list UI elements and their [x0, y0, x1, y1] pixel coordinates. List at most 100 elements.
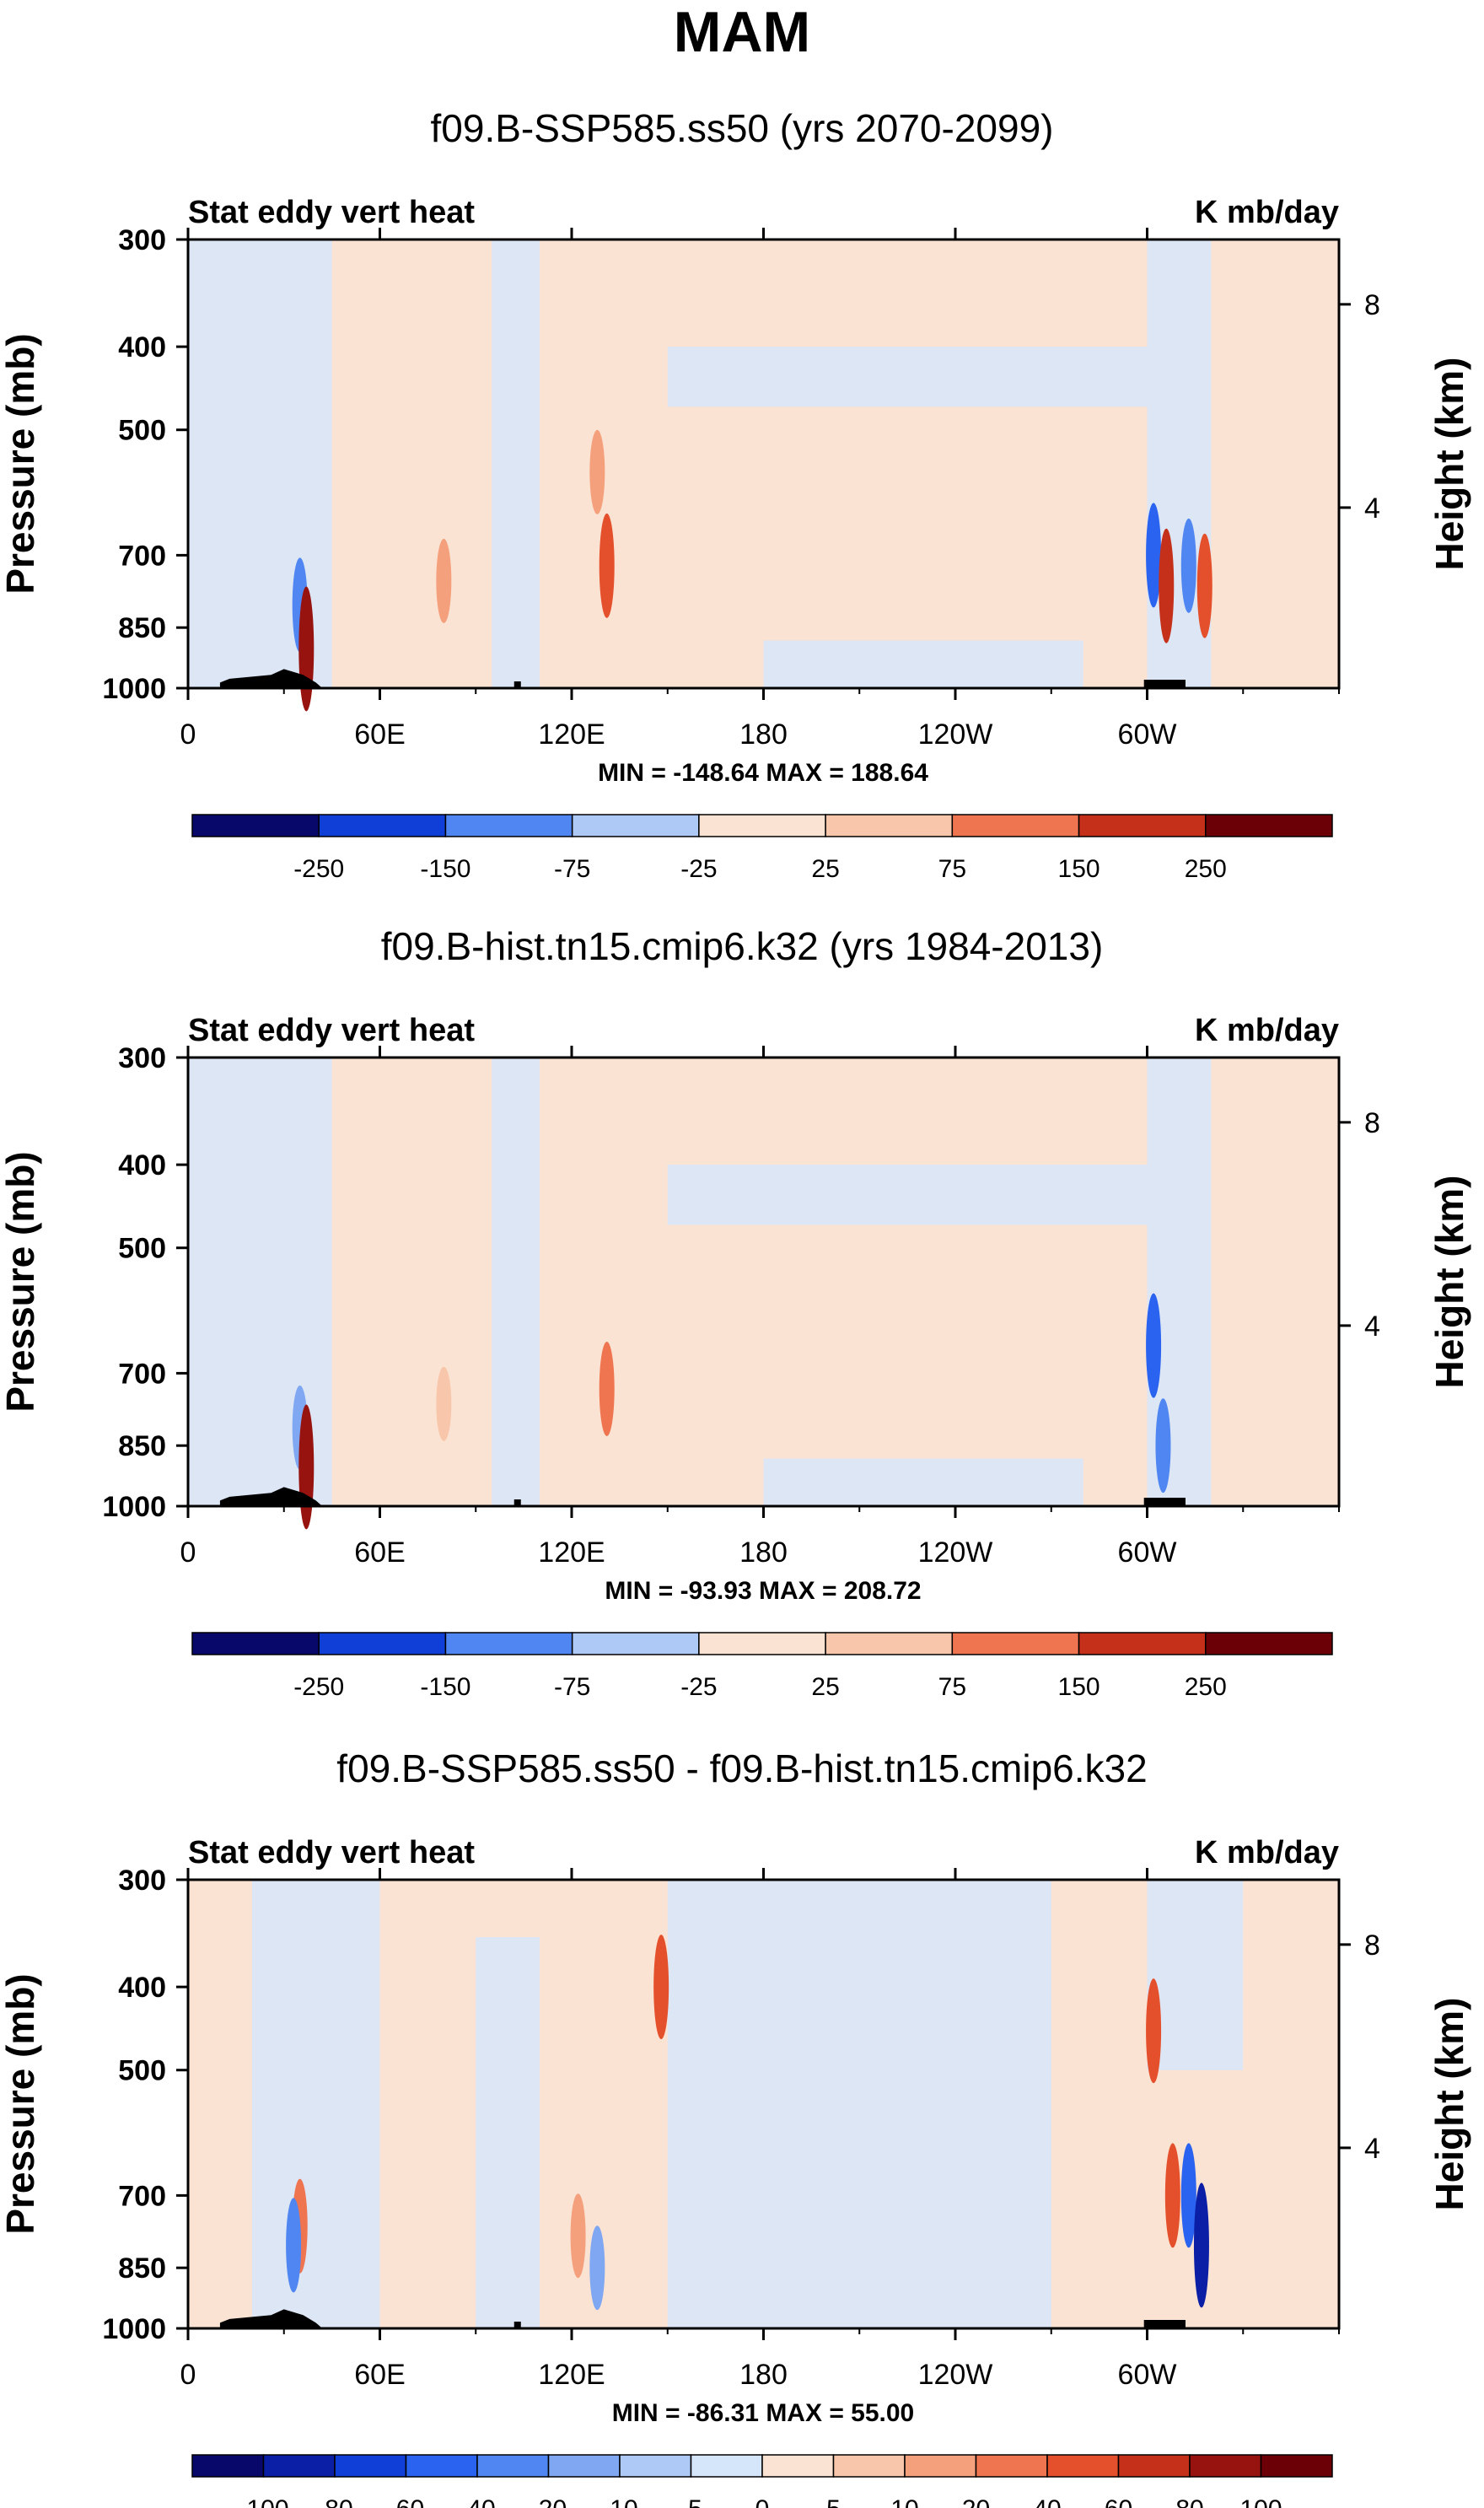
panel-title: f09.B-SSP585.ss50 - f09.B-hist.tn15.cmip… — [336, 1746, 1147, 1790]
y2-tick-label: 4 — [1364, 2133, 1380, 2165]
colorbar-swatch — [690, 2454, 763, 2478]
y-tick-label: 850 — [118, 1430, 166, 1462]
field-feature — [653, 1935, 669, 2040]
y-tick-label: 300 — [118, 1865, 166, 1897]
y2-tick-label: 4 — [1364, 492, 1380, 525]
y-tick-label: 1000 — [102, 1491, 166, 1523]
colorbar-tick-label: 80 — [1175, 2495, 1203, 2508]
field-feature — [436, 1366, 452, 1441]
y2-tick-label: 8 — [1364, 1929, 1380, 1962]
topography-tibet — [513, 1499, 521, 1506]
y-axis-title: Pressure (mb) — [0, 1151, 42, 1412]
colorbar-swatch — [619, 2454, 692, 2478]
colorbar-tick-label: 25 — [811, 855, 839, 883]
y2-tick-label: 8 — [1364, 1107, 1380, 1139]
x-tick-label: 60E — [354, 2359, 406, 2391]
colorbar-tick-label: -150 — [420, 855, 470, 883]
field-feature — [298, 1404, 315, 1530]
colorbar-swatch — [334, 2454, 407, 2478]
field-feature — [1164, 2143, 1180, 2248]
field-region — [667, 347, 1148, 407]
colorbar-swatch — [698, 814, 826, 837]
x-tick-label: 60W — [1118, 718, 1177, 751]
stats-label: MIN = -93.93 MAX = 208.72 — [605, 1577, 921, 1605]
panel-title: f09.B-SSP585.ss50 (yrs 2070-2099) — [431, 106, 1054, 150]
field-region — [763, 1458, 1083, 1506]
y-tick-label: 500 — [118, 415, 166, 447]
colorbar-tick-label: -40 — [459, 2495, 495, 2508]
field-feature — [436, 538, 452, 623]
x-tick-label: 180 — [739, 718, 788, 751]
topography-africa — [219, 1487, 323, 1506]
y-tick-label: 1000 — [102, 673, 166, 705]
colorbar-tick-label: -60 — [388, 2495, 424, 2508]
y-tick-label: 400 — [118, 1972, 166, 2004]
topography-andes — [1143, 2320, 1186, 2328]
topography-tibet — [513, 681, 521, 688]
colorbar-swatch — [571, 814, 700, 837]
panel-2: f09.B-hist.tn15.cmip6.k32 (yrs 1984-2013… — [0, 924, 1471, 1701]
colorbar-tick-label: -20 — [530, 2495, 567, 2508]
colorbar-swatch — [698, 1632, 826, 1655]
y-tick-label: 400 — [118, 1149, 166, 1181]
colorbar-swatch — [191, 2454, 265, 2478]
colorbar-swatch — [405, 2454, 478, 2478]
colorbar-tick-label: -75 — [554, 855, 590, 883]
x-tick-label: 60W — [1118, 1537, 1177, 1569]
colorbar-swatch — [951, 814, 1080, 837]
colorbar-swatch — [975, 2454, 1048, 2478]
colorbar-swatch — [1205, 1632, 1333, 1655]
colorbar-tick-label: 150 — [1058, 1673, 1100, 1701]
y2-tick-label: 4 — [1364, 1311, 1380, 1343]
y-tick-label: 850 — [118, 2252, 166, 2285]
topography-africa — [219, 2309, 323, 2328]
colorbar-tick-label: 5 — [826, 2495, 841, 2508]
colorbar-tick-label: 75 — [938, 855, 966, 883]
topography-andes — [1143, 1498, 1186, 1506]
y-axis-title: Pressure (mb) — [0, 333, 42, 594]
right-label: K mb/day — [1195, 1835, 1339, 1870]
field-feature — [298, 586, 315, 712]
field-region — [763, 640, 1083, 688]
colorbar-tick-label: -5 — [680, 2495, 702, 2508]
y-tick-label: 300 — [118, 1042, 166, 1074]
y-tick-label: 700 — [118, 540, 166, 572]
y-axis-title: Pressure (mb) — [0, 1973, 42, 2234]
colorbar-tick-label: 150 — [1058, 855, 1100, 883]
topography-andes — [1143, 680, 1186, 688]
y-tick-label: 400 — [118, 331, 166, 363]
colorbar-tick-label: -25 — [680, 1673, 717, 1701]
field-feature — [1146, 1978, 1162, 2084]
y2-tick-label: 8 — [1364, 289, 1380, 321]
x-tick-label: 180 — [739, 1537, 788, 1569]
colorbar-swatch — [1078, 1632, 1207, 1655]
field-region — [492, 239, 540, 688]
colorbar-tick-label: -10 — [601, 2495, 637, 2508]
y-tick-label: 700 — [118, 1358, 166, 1390]
colorbar-swatch — [262, 2454, 336, 2478]
y2-axis-title: Height (km) — [1428, 358, 1471, 571]
colorbar-tick-label: -25 — [680, 855, 717, 883]
y2-axis-title: Height (km) — [1428, 1998, 1471, 2211]
field-feature — [599, 1341, 615, 1436]
colorbar-swatch — [191, 814, 320, 837]
colorbar-tick-label: -75 — [554, 1673, 590, 1701]
stats-label: MIN = -148.64 MAX = 188.64 — [598, 759, 928, 787]
panel-1: f09.B-SSP585.ss50 (yrs 2070-2099) Stat ed… — [0, 106, 1471, 883]
x-tick-label: 60W — [1118, 2359, 1177, 2391]
field-feature — [1155, 1398, 1171, 1493]
right-label: K mb/day — [1195, 195, 1339, 230]
x-tick-label: 120W — [918, 1537, 993, 1569]
colorbar-swatch — [761, 2454, 835, 2478]
colorbar-swatch — [318, 1632, 447, 1655]
x-tick-label: 60E — [354, 1537, 406, 1569]
colorbar-tick-label: 75 — [938, 1673, 966, 1701]
colorbar-swatch — [571, 1632, 700, 1655]
colorbar-tick-label: 10 — [890, 2495, 918, 2508]
y-tick-label: 700 — [118, 2180, 166, 2212]
field-feature — [1196, 533, 1212, 638]
field-feature — [589, 429, 605, 514]
colorbar-tick-label: -100 — [238, 2495, 288, 2508]
field-feature — [570, 2193, 586, 2279]
